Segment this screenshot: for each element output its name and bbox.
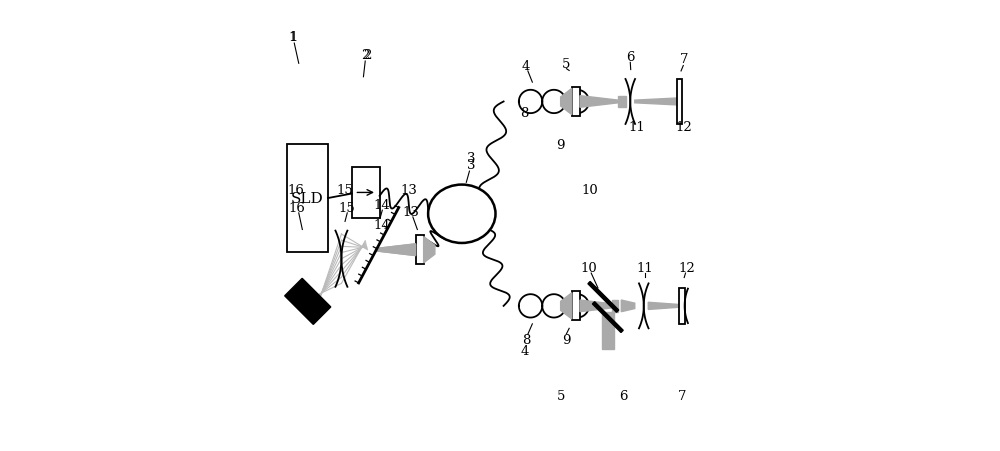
- Polygon shape: [588, 282, 619, 313]
- Bar: [572, 87, 580, 117]
- Bar: [287, 145, 328, 253]
- Text: 4: 4: [522, 60, 530, 73]
- Text: 11: 11: [629, 120, 645, 133]
- Text: 6: 6: [626, 51, 635, 64]
- Text: 8: 8: [522, 333, 530, 346]
- Text: 13: 13: [403, 206, 419, 219]
- Text: 9: 9: [562, 333, 570, 346]
- Text: 13: 13: [401, 183, 418, 196]
- Text: 14: 14: [374, 199, 391, 212]
- Bar: [416, 235, 424, 265]
- Text: 9: 9: [556, 138, 565, 151]
- Text: 5: 5: [556, 389, 565, 402]
- Text: 10: 10: [581, 262, 597, 275]
- Polygon shape: [377, 244, 416, 256]
- Polygon shape: [580, 300, 618, 312]
- Text: 7: 7: [678, 389, 686, 402]
- Polygon shape: [592, 302, 623, 333]
- Text: 16: 16: [287, 183, 304, 196]
- Text: 16: 16: [288, 201, 305, 214]
- Text: 2: 2: [361, 49, 369, 62]
- Polygon shape: [618, 97, 626, 108]
- Text: 15: 15: [339, 201, 356, 214]
- Text: 5: 5: [562, 58, 570, 71]
- Polygon shape: [561, 89, 572, 115]
- Text: 6: 6: [619, 389, 628, 402]
- Polygon shape: [285, 279, 331, 325]
- Text: 4: 4: [521, 345, 529, 358]
- Polygon shape: [377, 244, 416, 256]
- Text: 15: 15: [337, 183, 353, 196]
- Polygon shape: [621, 300, 635, 312]
- Text: 12: 12: [676, 120, 693, 133]
- Text: 3: 3: [467, 152, 475, 165]
- Text: SLD: SLD: [291, 192, 324, 206]
- Bar: [677, 80, 682, 124]
- Ellipse shape: [428, 185, 496, 244]
- Polygon shape: [635, 99, 680, 106]
- Text: 14: 14: [374, 219, 391, 232]
- Text: 2: 2: [363, 49, 372, 62]
- Text: 1: 1: [289, 31, 298, 44]
- Text: 12: 12: [678, 262, 695, 275]
- Bar: [352, 167, 380, 219]
- Polygon shape: [424, 237, 435, 263]
- Text: 3: 3: [467, 158, 475, 171]
- Polygon shape: [580, 97, 618, 108]
- Text: 10: 10: [581, 183, 598, 196]
- Polygon shape: [561, 293, 572, 319]
- Polygon shape: [648, 303, 680, 310]
- Polygon shape: [612, 300, 618, 312]
- Text: 7: 7: [680, 53, 688, 66]
- Bar: [679, 288, 685, 324]
- Polygon shape: [602, 312, 614, 349]
- Text: 11: 11: [637, 262, 653, 275]
- Text: 8: 8: [521, 107, 529, 120]
- Text: 1: 1: [288, 31, 297, 44]
- Bar: [572, 292, 580, 321]
